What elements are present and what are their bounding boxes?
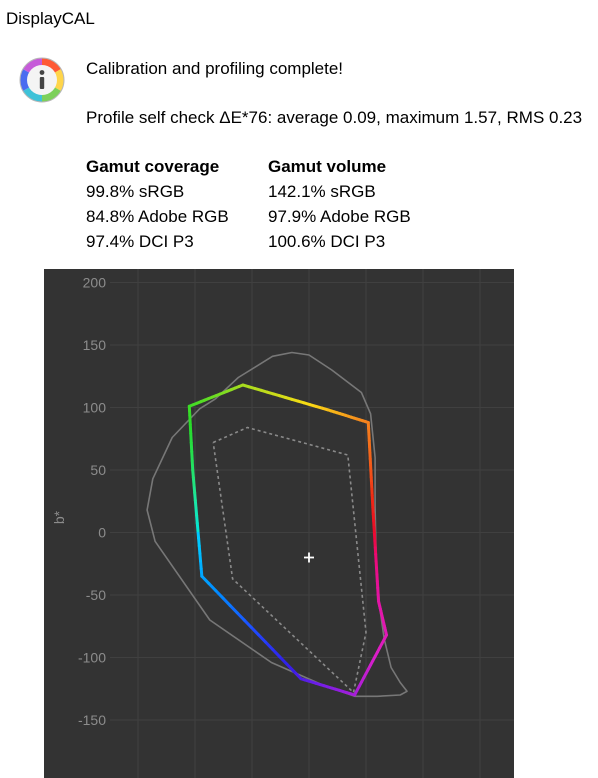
display-gamut-segment — [264, 640, 275, 651]
info-icon — [18, 56, 66, 104]
self-check-summary: Profile self check ΔE*76: average 0.09, … — [86, 108, 583, 127]
gamut-volume-title: Gamut volume — [268, 157, 387, 176]
display-gamut-segment — [214, 589, 225, 600]
gamut-coverage-title: Gamut coverage — [86, 157, 220, 176]
display-gamut-segment — [221, 596, 232, 608]
display-gamut-segment — [285, 662, 296, 673]
coverage-item: 84.8% Adobe RGB — [86, 207, 229, 226]
display-gamut-segment — [292, 669, 303, 681]
y-tick-label: 50 — [90, 462, 106, 478]
display-gamut-segment — [278, 655, 289, 666]
display-gamut-segment — [249, 626, 261, 637]
volume-item: 142.1% sRGB — [268, 182, 376, 201]
volume-item: 100.6% DCI P3 — [268, 232, 386, 251]
display-gamut-segment — [242, 618, 253, 629]
display-gamut-segment — [200, 574, 211, 586]
spectral-locus-line — [146, 351, 408, 698]
y-tick-label: 0 — [98, 525, 106, 541]
volume-item: 97.9% Adobe RGB — [268, 207, 411, 226]
display-gamut-segment — [228, 604, 239, 615]
display-gamut-segment — [257, 633, 268, 644]
plot-background — [44, 269, 514, 778]
y-tick-label: -100 — [78, 650, 106, 666]
reference-gamut-line — [212, 426, 367, 695]
gamut-plot-svg[interactable]: 200 150 100 50 0 -50 -100 -150 b* — [44, 269, 514, 778]
y-tick-label: 150 — [83, 337, 107, 353]
y-tick-label: -150 — [78, 712, 106, 728]
status-heading: Calibration and profiling complete! — [86, 59, 344, 78]
coverage-item: 99.8% sRGB — [86, 182, 185, 201]
y-axis-label: b* — [51, 510, 67, 524]
app-title: DisplayCAL — [6, 9, 95, 28]
y-tick-label: -50 — [86, 587, 106, 603]
display-gamut-segment — [235, 611, 246, 622]
coverage-item: 97.4% DCI P3 — [86, 232, 194, 251]
y-tick-label: 100 — [83, 400, 107, 416]
display-gamut-segment — [271, 647, 282, 659]
gamut-plot[interactable]: 200 150 100 50 0 -50 -100 -150 b* — [44, 269, 514, 778]
gamut-volume-column: Gamut volume 142.1% sRGB 97.9% Adobe RGB… — [268, 154, 411, 254]
y-tick-label: 200 — [83, 275, 107, 291]
gamut-coverage-column: Gamut coverage 99.8% sRGB 84.8% Adobe RG… — [86, 154, 229, 254]
display-gamut-segment — [207, 582, 218, 593]
